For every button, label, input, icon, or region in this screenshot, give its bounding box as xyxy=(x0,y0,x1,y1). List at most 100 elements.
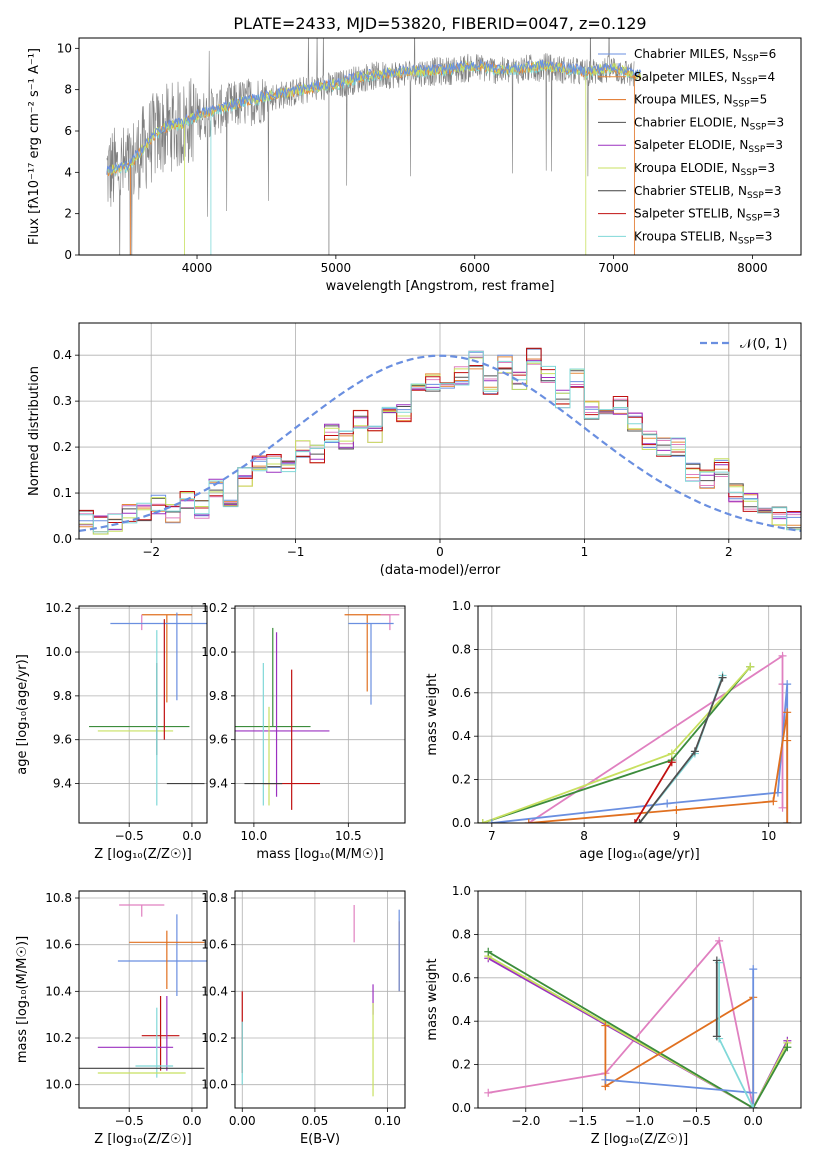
axes-frame xyxy=(78,322,802,540)
x-tick-label: 7 xyxy=(488,829,496,843)
mass-weight-marker xyxy=(715,936,724,945)
x-tick-label: 10.0 xyxy=(241,829,268,843)
x-tick-label: 0.0 xyxy=(182,829,201,843)
legend-label: Chabrier MILES, NSSP=6 xyxy=(634,47,776,64)
mass-weight-marker xyxy=(746,662,755,671)
mass-weight-marker xyxy=(667,758,676,767)
y-tick-label: 0.2 xyxy=(452,1058,471,1072)
mass-weight-marker xyxy=(601,1075,610,1084)
chart-panel-8: −2.0 −1.5 −1.0 −0.5 0.0 0.0 0.2 0.4 0.6 0.8 1.0 Z [… xyxy=(425,884,802,1147)
legend-label: Kroupa ELODIE, NSSP=3 xyxy=(634,161,775,178)
legend-label: Chabrier ELODIE, NSSP=3 xyxy=(634,115,784,132)
mass-weight-marker xyxy=(484,1088,493,1097)
x-axis-label: Z [log₁₀(Z/Z☉)] xyxy=(591,1132,688,1147)
legend-label: 𝒩(0, 1) xyxy=(740,337,787,352)
x-tick-label: −1.0 xyxy=(625,1114,654,1128)
mass-weight-marker xyxy=(778,651,787,660)
y-tick-label: 10.0 xyxy=(45,645,72,659)
y-tick-label: 10.4 xyxy=(45,984,72,998)
x-axis-label: age [log₁₀(age/yr)] xyxy=(579,847,700,862)
y-tick-label: 10.0 xyxy=(201,645,228,659)
y-tick-label: 0.6 xyxy=(452,971,471,985)
mass-weight-marker xyxy=(663,799,672,808)
y-tick-label: 8 xyxy=(64,83,72,97)
y-tick-label: 10.2 xyxy=(45,601,72,615)
chart-panel-2: −2 −1 0 1 2 0.0 0.1 0.2 0.3 0.4 (data-model)/error… xyxy=(27,322,802,578)
plot-area xyxy=(478,891,801,1108)
y-axis-label: mass weight xyxy=(425,673,440,755)
plot-area xyxy=(106,38,642,255)
x-tick-label: −2.0 xyxy=(511,1114,540,1128)
y-tick-label: 9.6 xyxy=(209,733,228,747)
mass-weight-marker xyxy=(778,803,787,812)
y-tick-label: 10.2 xyxy=(45,1031,72,1045)
mass-weight-line xyxy=(528,654,784,823)
mass-weight-line xyxy=(491,684,789,823)
axes-frame xyxy=(234,605,406,824)
y-axis-label: mass [log₁₀(M/M☉)] xyxy=(15,936,30,1063)
y-tick-label: 10.2 xyxy=(201,1031,228,1045)
x-tick-label: 8000 xyxy=(737,261,768,275)
x-axis-label: E(B-V) xyxy=(300,1132,340,1147)
legend-label: Salpeter MILES, NSSP=4 xyxy=(634,70,775,87)
plot-area xyxy=(79,323,801,539)
axes-frame xyxy=(78,890,208,1109)
y-tick-label: 1.0 xyxy=(452,884,471,898)
mass-weight-line xyxy=(487,951,789,1108)
x-tick-label: −2 xyxy=(142,545,160,559)
mass-weight-line xyxy=(634,761,673,823)
y-tick-label: 2 xyxy=(64,207,72,221)
x-tick-label: 4000 xyxy=(182,261,213,275)
y-tick-label: 0.6 xyxy=(452,686,471,700)
x-tick-label: −0.5 xyxy=(682,1114,711,1128)
x-tick-label: 10.5 xyxy=(335,829,362,843)
y-tick-label: 9.4 xyxy=(53,777,72,791)
mass-weight-marker xyxy=(630,819,639,823)
y-tick-label: 0.1 xyxy=(53,486,72,500)
y-axis-label: mass weight xyxy=(425,958,440,1040)
x-tick-label: 0.05 xyxy=(302,1114,329,1128)
mass-weight-marker xyxy=(484,947,493,956)
mass-weight-marker xyxy=(667,749,676,758)
y-tick-label: 10.6 xyxy=(201,938,228,952)
mass-weight-line xyxy=(487,955,789,1108)
x-tick-label: 10 xyxy=(761,829,776,843)
mass-weight-marker xyxy=(783,736,792,745)
y-tick-label: 6 xyxy=(64,124,72,138)
y-tick-label: 9.8 xyxy=(53,689,72,703)
mass-weight-marker xyxy=(478,819,487,823)
chart-panel-3: −0.5 0.0 9.4 9.6 9.8 10.0 10.2 Z [log₁₀(Z/Z☉)] a… xyxy=(15,601,208,862)
axes-frame xyxy=(78,37,802,256)
legend-label: Chabrier STELIB, NSSP=3 xyxy=(634,184,782,201)
y-tick-label: 0.8 xyxy=(452,927,471,941)
mass-weight-marker xyxy=(769,797,778,806)
y-axis-label: Flux [fλ10⁻¹⁷ erg cm⁻² s⁻¹ A⁻¹] xyxy=(27,48,42,245)
gaussian-curve xyxy=(79,354,801,532)
y-tick-label: 10.4 xyxy=(201,984,228,998)
plot-area xyxy=(235,891,405,1108)
mass-weight-marker xyxy=(601,1021,610,1030)
x-axis-label: Z [log₁₀(Z/Z☉)] xyxy=(94,847,191,862)
y-tick-label: 0.2 xyxy=(53,440,72,454)
model-line-kroupa_elodie xyxy=(106,59,642,175)
y-tick-label: 10 xyxy=(57,41,72,55)
x-tick-label: 9 xyxy=(673,829,681,843)
plot-area xyxy=(79,606,207,823)
y-axis-label: Normed distribution xyxy=(27,366,42,496)
y-tick-label: 0.4 xyxy=(452,729,471,743)
mass-weight-marker xyxy=(712,956,721,965)
legend-label: Salpeter STELIB, NSSP=3 xyxy=(634,207,780,224)
mass-weight-marker xyxy=(749,1088,758,1097)
y-tick-label: 9.4 xyxy=(209,777,228,791)
y-tick-label: 10.8 xyxy=(45,891,72,905)
y-tick-label: 0.3 xyxy=(53,394,72,408)
mass-weight-marker xyxy=(672,805,681,814)
mass-weight-marker xyxy=(783,1043,792,1052)
x-axis-label: (data-model)/error xyxy=(380,563,501,578)
mass-weight-marker xyxy=(749,1104,758,1108)
mass-weight-marker xyxy=(690,747,699,756)
y-tick-label: 0.8 xyxy=(452,642,471,656)
y-tick-label: 0.0 xyxy=(452,816,471,830)
y-tick-label: 0.2 xyxy=(452,773,471,787)
